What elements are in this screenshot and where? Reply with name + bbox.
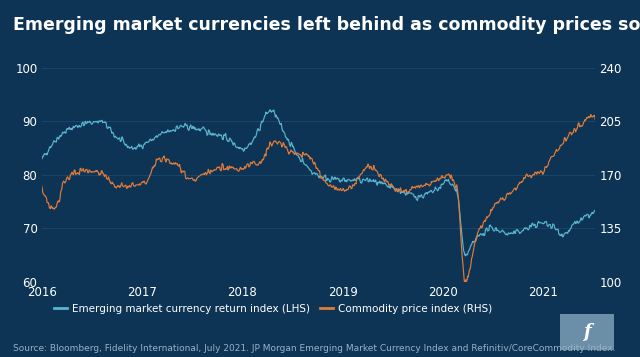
Text: Source: Bloomberg, Fidelity International, July 2021. JP Morgan Emerging Market : Source: Bloomberg, Fidelity Internationa… [13, 345, 615, 353]
Text: Emerging market currencies left behind as commodity prices soar: Emerging market currencies left behind a… [13, 16, 640, 34]
Text: f: f [583, 323, 591, 341]
Legend: Emerging market currency return index (LHS), Commodity price index (RHS): Emerging market currency return index (L… [50, 300, 497, 318]
